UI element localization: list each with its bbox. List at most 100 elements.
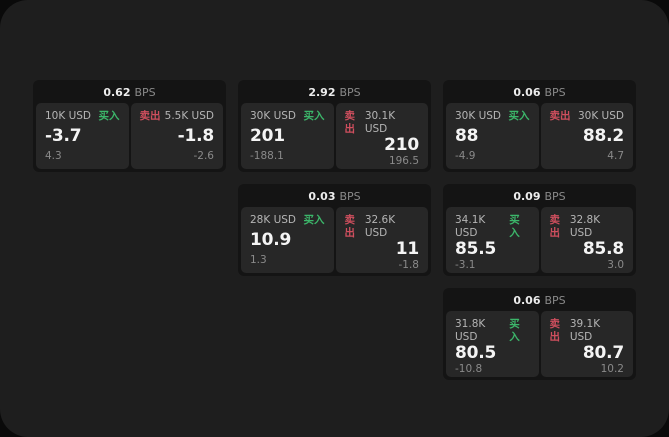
sell-quote-tile[interactable]: 卖出 30K USD 88.2 4.7 xyxy=(540,103,633,169)
buy-side-label: 买入 xyxy=(98,110,120,122)
sell-tile-top-row: 卖出 39.1K USD xyxy=(550,318,625,344)
sell-size-label: 39.1K USD xyxy=(569,318,601,343)
buy-price-value: 201 xyxy=(250,126,285,146)
quote-tiles: 30K USD 买入 88 -4.9 卖出 30K USD 88.2 4.7 xyxy=(446,103,633,169)
buy-size-label: 28K USD xyxy=(250,214,297,226)
buy-side-label: 买入 xyxy=(508,110,530,122)
sell-price-value: 88.2 xyxy=(582,126,624,146)
bps-value: 0.09 xyxy=(513,190,541,203)
sell-size-label: 30K USD xyxy=(577,110,624,122)
sell-size-label: 32.8K USD xyxy=(569,214,601,239)
quote-card: 0.09 BPS 34.1K USD 买入 85.5 -3.1 卖出 32.8K… xyxy=(443,184,636,276)
buy-quote-tile[interactable]: 10K USD 买入 -3.7 4.3 xyxy=(36,103,129,169)
buy-quote-tile[interactable]: 30K USD 买入 88 -4.9 xyxy=(446,103,539,169)
sell-delta-value: 196.5 xyxy=(388,155,419,167)
buy-size-label: 10K USD xyxy=(45,110,92,122)
sell-side-label: 卖出 xyxy=(139,110,161,122)
quote-tiles: 34.1K USD 买入 85.5 -3.1 卖出 32.8K USD 85.8… xyxy=(446,207,633,273)
buy-tile-top-row: 34.1K USD 买入 xyxy=(455,214,530,240)
sell-price-value: 11 xyxy=(395,239,419,259)
sell-delta-value: -2.6 xyxy=(193,150,215,162)
bps-unit-label: BPS xyxy=(134,86,156,99)
bps-value: 0.06 xyxy=(513,86,541,99)
sell-quote-tile[interactable]: 卖出 32.8K USD 85.8 3.0 xyxy=(540,207,633,273)
sell-price-value: -1.8 xyxy=(177,126,215,146)
sell-price-value: 85.8 xyxy=(582,239,624,259)
buy-delta-value: -10.8 xyxy=(455,363,483,375)
sell-tile-top-row: 卖出 30K USD xyxy=(550,110,625,123)
bps-value: 2.92 xyxy=(308,86,336,99)
bps-unit-label: BPS xyxy=(544,294,566,307)
sell-side-label: 卖出 xyxy=(344,214,356,239)
sell-price-value: 80.7 xyxy=(582,343,624,363)
quote-card: 0.06 BPS 31.8K USD 买入 80.5 -10.8 卖出 39.1… xyxy=(443,288,636,380)
sell-price-value: 210 xyxy=(384,135,419,155)
buy-delta-value: 1.3 xyxy=(250,254,267,266)
buy-price-value: -3.7 xyxy=(45,126,82,146)
bps-value: 0.62 xyxy=(103,86,131,99)
quote-card: 0.03 BPS 28K USD 买入 10.9 1.3 卖出 32.6K US… xyxy=(238,184,431,276)
quote-card: 0.62 BPS 10K USD 买入 -3.7 4.3 卖出 5.5K USD… xyxy=(33,80,226,172)
buy-delta-value: -188.1 xyxy=(250,150,284,162)
buy-tile-top-row: 10K USD 买入 xyxy=(45,110,120,123)
sell-delta-value: 10.2 xyxy=(600,363,624,375)
quote-card: 2.92 BPS 30K USD 买入 201 -188.1 卖出 30.1K … xyxy=(238,80,431,172)
sell-delta-value: 4.7 xyxy=(607,150,624,162)
sell-side-label: 卖出 xyxy=(549,318,561,343)
sell-quote-tile[interactable]: 卖出 39.1K USD 80.7 10.2 xyxy=(540,311,633,377)
card-header: 0.06 BPS xyxy=(446,83,633,103)
buy-tile-top-row: 30K USD 买入 xyxy=(455,110,530,123)
sell-delta-value: 3.0 xyxy=(607,259,624,271)
cards-grid: 0.62 BPS 10K USD 买入 -3.7 4.3 卖出 5.5K USD… xyxy=(33,80,636,380)
bps-value: 0.06 xyxy=(513,294,541,307)
buy-price-value: 88 xyxy=(455,126,479,146)
buy-quote-tile[interactable]: 31.8K USD 买入 80.5 -10.8 xyxy=(446,311,539,377)
buy-price-value: 10.9 xyxy=(250,230,292,250)
bps-unit-label: BPS xyxy=(339,190,361,203)
sell-tile-top-row: 卖出 5.5K USD xyxy=(140,110,215,123)
sell-quote-tile[interactable]: 卖出 30.1K USD 210 196.5 xyxy=(335,103,428,169)
sell-size-label: 5.5K USD xyxy=(164,110,214,122)
buy-quote-tile[interactable]: 30K USD 买入 201 -188.1 xyxy=(241,103,334,169)
buy-delta-value: -3.1 xyxy=(455,259,476,271)
bps-unit-label: BPS xyxy=(544,86,566,99)
buy-quote-tile[interactable]: 28K USD 买入 10.9 1.3 xyxy=(241,207,334,273)
card-header: 0.62 BPS xyxy=(36,83,223,103)
buy-size-label: 31.8K USD xyxy=(455,318,486,343)
buy-size-label: 30K USD xyxy=(455,110,502,122)
sell-tile-top-row: 卖出 30.1K USD xyxy=(345,110,420,136)
sell-side-label: 卖出 xyxy=(549,214,561,239)
sell-side-label: 卖出 xyxy=(549,110,571,122)
buy-tile-top-row: 30K USD 买入 xyxy=(250,110,325,123)
quote-tiles: 10K USD 买入 -3.7 4.3 卖出 5.5K USD -1.8 -2.… xyxy=(36,103,223,169)
quote-tiles: 28K USD 买入 10.9 1.3 卖出 32.6K USD 11 -1.8 xyxy=(241,207,428,273)
sell-side-label: 卖出 xyxy=(344,110,356,135)
bps-value: 0.03 xyxy=(308,190,336,203)
buy-side-label: 买入 xyxy=(303,214,325,226)
card-header: 0.09 BPS xyxy=(446,187,633,207)
buy-price-value: 80.5 xyxy=(455,343,497,363)
bps-unit-label: BPS xyxy=(339,86,361,99)
card-header: 0.06 BPS xyxy=(446,291,633,311)
buy-price-value: 85.5 xyxy=(455,239,497,259)
sell-quote-tile[interactable]: 卖出 5.5K USD -1.8 -2.6 xyxy=(130,103,223,169)
card-header: 0.03 BPS xyxy=(241,187,428,207)
sell-tile-top-row: 卖出 32.6K USD xyxy=(345,214,420,240)
bps-unit-label: BPS xyxy=(544,190,566,203)
buy-side-label: 买入 xyxy=(509,214,520,239)
sell-delta-value: -1.8 xyxy=(398,259,420,271)
buy-side-label: 买入 xyxy=(303,110,325,122)
sell-tile-top-row: 卖出 32.8K USD xyxy=(550,214,625,240)
sell-size-label: 30.1K USD xyxy=(364,110,396,135)
quote-card: 0.06 BPS 30K USD 买入 88 -4.9 卖出 30K USD 8… xyxy=(443,80,636,172)
sell-quote-tile[interactable]: 卖出 32.6K USD 11 -1.8 xyxy=(335,207,428,273)
buy-size-label: 34.1K USD xyxy=(455,214,486,239)
buy-quote-tile[interactable]: 34.1K USD 买入 85.5 -3.1 xyxy=(446,207,539,273)
buy-tile-top-row: 31.8K USD 买入 xyxy=(455,318,530,344)
buy-side-label: 买入 xyxy=(509,318,520,343)
sell-size-label: 32.6K USD xyxy=(364,214,396,239)
buy-delta-value: 4.3 xyxy=(45,150,62,162)
buy-tile-top-row: 28K USD 买入 xyxy=(250,214,325,227)
